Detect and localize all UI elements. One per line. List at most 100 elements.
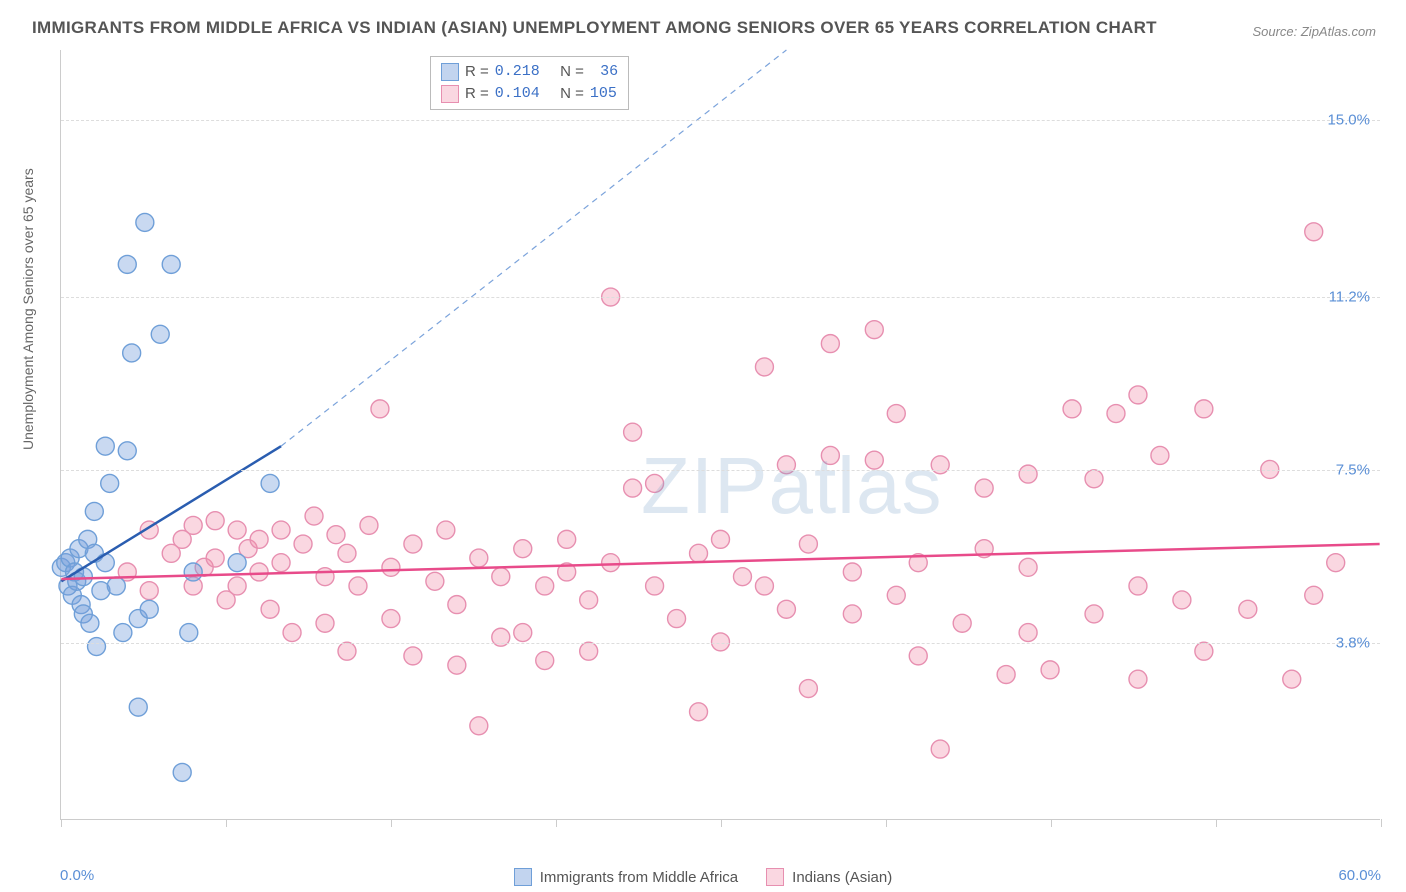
x-tick <box>1216 819 1217 827</box>
scatter-point <box>843 605 861 623</box>
chart-title: IMMIGRANTS FROM MIDDLE AFRICA VS INDIAN … <box>32 18 1157 38</box>
scatter-point <box>85 502 103 520</box>
scatter-point <box>1063 400 1081 418</box>
scatter-point <box>371 400 389 418</box>
scatter-point <box>184 563 202 581</box>
scatter-point <box>448 596 466 614</box>
scatter-point <box>865 451 883 469</box>
scatter-point <box>151 325 169 343</box>
scatter-point <box>294 535 312 553</box>
gridline <box>61 297 1380 298</box>
scatter-point <box>514 540 532 558</box>
scatter-point <box>206 549 224 567</box>
scatter-point <box>536 577 554 595</box>
scatter-point <box>250 563 268 581</box>
scatter-point <box>101 474 119 492</box>
scatter-point <box>437 521 455 539</box>
scatter-point <box>228 521 246 539</box>
scatter-point <box>184 516 202 534</box>
scatter-point <box>602 554 620 572</box>
source-attribution: Source: ZipAtlas.com <box>1252 24 1376 39</box>
scatter-point <box>865 321 883 339</box>
x-tick <box>61 819 62 827</box>
scatter-point <box>404 535 422 553</box>
scatter-point <box>1151 446 1169 464</box>
scatter-point <box>1195 400 1213 418</box>
scatter-point <box>1195 642 1213 660</box>
scatter-point <box>448 656 466 674</box>
x-tick <box>886 819 887 827</box>
x-tick <box>226 819 227 827</box>
y-tick-label: 3.8% <box>1336 634 1370 651</box>
y-tick-label: 11.2% <box>1329 289 1370 306</box>
scatter-point <box>646 474 664 492</box>
scatter-point <box>88 638 106 656</box>
scatter-point <box>821 446 839 464</box>
x-tick <box>1051 819 1052 827</box>
stats-row-2: R = 0.104 N = 105 <box>441 83 618 105</box>
plot-area: ZIPatlas 3.8%7.5%11.2%15.0% <box>60 50 1380 820</box>
plot-svg <box>61 50 1380 819</box>
scatter-point <box>136 213 154 231</box>
scatter-point <box>1305 223 1323 241</box>
scatter-point <box>162 255 180 273</box>
scatter-point <box>1305 586 1323 604</box>
series-legend: Immigrants from Middle Africa Indians (A… <box>0 868 1406 886</box>
r-label-2: R = <box>465 83 489 105</box>
legend-item-1: Immigrants from Middle Africa <box>514 868 738 886</box>
scatter-point <box>129 698 147 716</box>
scatter-point <box>712 530 730 548</box>
n-value-1: 36 <box>600 61 618 83</box>
scatter-point <box>1041 661 1059 679</box>
scatter-point <box>272 554 290 572</box>
scatter-point <box>349 577 367 595</box>
scatter-point <box>492 568 510 586</box>
stats-legend: R = 0.218 N = 36 R = 0.104 N = 105 <box>430 56 629 110</box>
scatter-point <box>755 577 773 595</box>
scatter-point <box>1129 386 1147 404</box>
scatter-point <box>1327 554 1345 572</box>
scatter-point <box>118 442 136 460</box>
gridline <box>61 470 1380 471</box>
scatter-point <box>646 577 664 595</box>
scatter-point <box>327 526 345 544</box>
scatter-point <box>755 358 773 376</box>
scatter-point <box>1019 624 1037 642</box>
scatter-point <box>558 530 576 548</box>
swatch-blue-icon <box>441 63 459 81</box>
scatter-point <box>404 647 422 665</box>
scatter-point <box>1129 577 1147 595</box>
scatter-point <box>338 642 356 660</box>
scatter-point <box>690 544 708 562</box>
n-label-2: N = <box>560 83 584 105</box>
scatter-point <box>305 507 323 525</box>
x-tick <box>391 819 392 827</box>
x-tick <box>721 819 722 827</box>
y-tick-label: 7.5% <box>1336 462 1370 479</box>
scatter-point <box>1173 591 1191 609</box>
legend-swatch-blue-icon <box>514 868 532 886</box>
scatter-point <box>777 600 795 618</box>
scatter-point <box>261 600 279 618</box>
scatter-point <box>382 610 400 628</box>
scatter-point <box>843 563 861 581</box>
scatter-point <box>514 624 532 642</box>
x-tick <box>1381 819 1382 827</box>
scatter-point <box>1107 405 1125 423</box>
scatter-point <box>123 344 141 362</box>
r-value-1: 0.218 <box>495 61 540 83</box>
scatter-point <box>821 335 839 353</box>
scatter-point <box>975 479 993 497</box>
scatter-point <box>426 572 444 590</box>
scatter-point <box>173 763 191 781</box>
legend-item-2: Indians (Asian) <box>766 868 892 886</box>
scatter-point <box>1019 558 1037 576</box>
legend-label-1: Immigrants from Middle Africa <box>540 869 738 886</box>
scatter-point <box>81 614 99 632</box>
stats-row-1: R = 0.218 N = 36 <box>441 61 618 83</box>
r-value-2: 0.104 <box>495 83 540 105</box>
scatter-point <box>180 624 198 642</box>
scatter-point <box>272 521 290 539</box>
n-value-2: 105 <box>590 83 617 105</box>
scatter-point <box>931 456 949 474</box>
